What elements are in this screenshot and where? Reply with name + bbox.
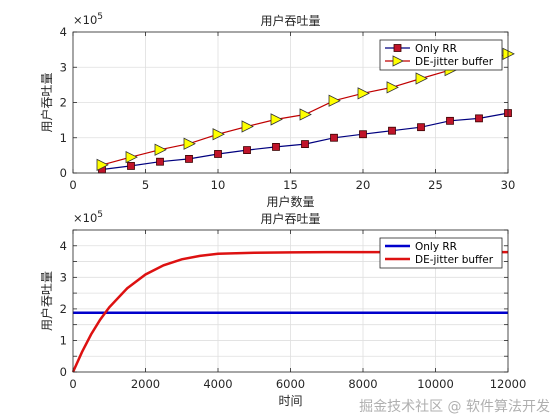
x-axis-label: 用户数量 [266,194,314,209]
data-point-1 [330,133,338,142]
x-tick-label: 0 [69,178,76,192]
data-point-2 [241,120,254,133]
data-point-1 [475,114,483,123]
x-tick-label: 6000 [276,377,305,391]
legend-marker [392,55,404,67]
data-point-1 [446,116,454,125]
y-exponent-power: 5 [97,210,103,220]
data-point-2 [299,108,312,121]
legend-label: DE-jitter buffer [415,56,494,68]
y-tick-label: 2 [60,96,67,110]
data-point-2 [183,137,196,150]
y-exponent-label: ×105 [73,210,103,225]
legend-marker [393,44,402,52]
x-tick-label: 30 [501,178,516,192]
y-tick-label: 4 [60,25,67,39]
y-tick-label: 3 [60,60,67,74]
x-tick-label: 15 [283,178,298,192]
data-point-1 [243,146,251,154]
x-tick-label: 10000 [417,377,454,391]
y-exponent-label: ×105 [73,12,103,27]
x-tick-label: 8000 [348,377,377,391]
legend-box [379,237,503,269]
legend-label: Only RR [415,241,457,253]
x-tick-label: 5 [142,178,149,192]
data-point-1 [127,162,135,170]
y-exponent-power: 5 [97,12,103,22]
chart-title: 用户吞吐量 [260,211,320,226]
y-axis-label: 用户吞吐量 [39,72,54,132]
data-point-1 [156,157,164,166]
data-point-1 [417,123,425,132]
data-point-1 [185,154,193,163]
data-point-1 [301,140,309,148]
x-tick-label: 25 [428,178,443,192]
y-axis-label: 用户吞吐量 [39,271,54,331]
data-point-2 [415,72,428,85]
data-point-2 [154,143,167,156]
legend-label: DE-jitter buffer [415,254,494,266]
y-tick-label: 1 [60,131,67,145]
watermark-text: 掘金技术社区 @ 软件算法开发 [359,399,550,415]
data-point-1 [359,130,367,139]
y-tick-label: 4 [60,239,67,253]
data-point-1 [214,150,222,158]
y-tick-label: 0 [60,166,67,180]
data-point-2 [357,87,370,100]
data-point-2 [125,150,138,164]
y-tick-label: 1 [60,333,67,347]
chart-title: 用户吞吐量 [260,13,320,28]
y-tick-label: 0 [60,365,67,379]
data-point-2 [96,158,109,172]
x-tick-label: 12000 [490,377,527,391]
legend-label: Only RR [415,43,457,55]
data-point-1 [388,126,396,135]
data-point-2 [328,94,341,107]
y-tick-label: 3 [60,270,67,284]
data-point-1 [272,143,280,151]
data-point-2 [502,47,515,61]
x-tick-label: 10 [211,178,226,192]
chart-2: 0 2000 4000 6000 8000 10000 12000 0 1 2 3 4 ×105 用户吞吐… [39,210,526,408]
x-tick-label: 2000 [131,377,160,391]
x-axis-label: 时间 [278,394,302,408]
x-tick-label: 0 [69,377,76,391]
data-point-2 [386,81,399,94]
x-tick-label: 4000 [203,377,232,391]
data-point-2 [270,113,283,126]
y-tick-label: 2 [60,302,67,316]
x-tick-label: 20 [356,178,371,192]
data-point-2 [212,128,225,141]
